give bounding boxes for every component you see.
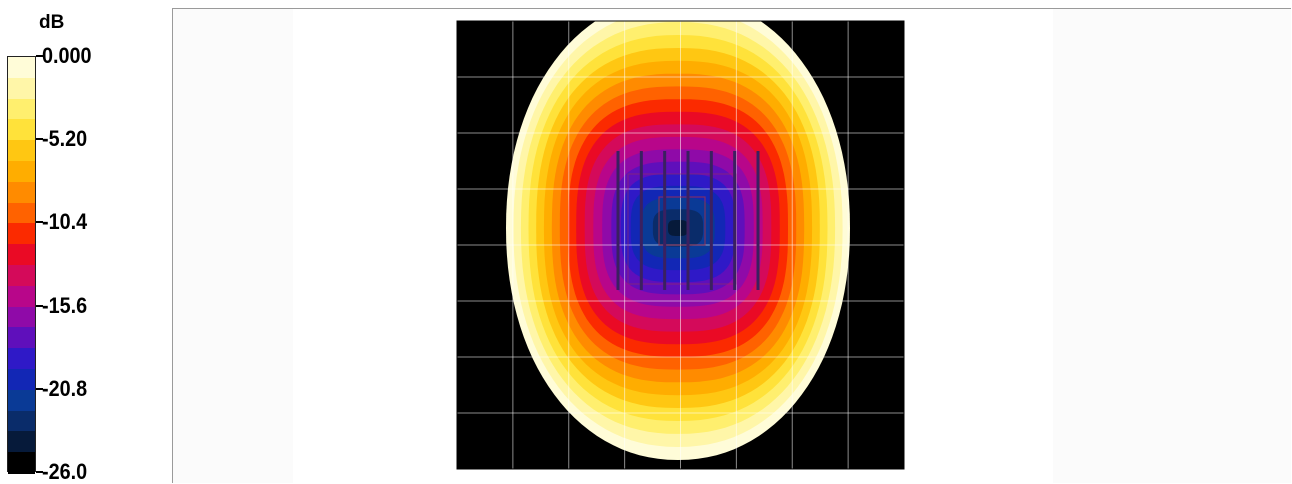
colorbar-swatch	[8, 410, 35, 432]
colorbar-swatch	[8, 306, 35, 328]
colorbar-swatch	[8, 202, 35, 224]
colorbar-swatch	[8, 265, 35, 287]
colorbar-tick-mark	[36, 138, 43, 141]
colorbar-swatch	[8, 244, 35, 266]
colorbar-tick-mark	[36, 55, 43, 57]
plot-panel	[172, 8, 1291, 483]
colorbar-swatch	[8, 140, 35, 162]
colorbar-tick-label: 0.000	[42, 43, 92, 68]
colorbar-tick-label: -15.6	[42, 292, 88, 318]
colorbar-tick-mark	[36, 221, 43, 224]
colorbar-tick-mark	[36, 471, 43, 473]
plot-border	[456, 20, 905, 470]
colorbar-tick-mark	[36, 387, 43, 390]
colorbar-swatch	[8, 181, 35, 204]
overlay-inner-box	[658, 196, 706, 246]
colorbar-swatch	[8, 161, 35, 183]
colorbar-swatch	[8, 98, 35, 120]
colorbar-swatch	[8, 77, 35, 100]
colorbar-tick-label: -5.20	[42, 126, 88, 152]
colorbar-swatch	[8, 223, 35, 245]
colorbar-unit-label: dB	[39, 12, 65, 33]
heatmap-plot	[293, 9, 1053, 483]
colorbar-swatch	[8, 57, 35, 79]
colorbar-tick-mark	[36, 304, 43, 307]
colorbar-tick-label: -10.4	[42, 209, 88, 235]
colorbar-swatch	[8, 285, 35, 308]
colorbar-swatch	[8, 369, 35, 391]
colorbar-swatch	[8, 327, 35, 349]
colorbar-legend: dB 0.000 -5.20 -10.4 -15.6 -20.8 -26.0	[0, 0, 170, 484]
contour-band	[668, 220, 688, 236]
colorbar-swatch	[8, 452, 35, 474]
colorbar-tick-label: -26.0	[42, 459, 88, 484]
colorbar-swatch	[8, 389, 35, 412]
colorbar-swatch	[8, 119, 35, 141]
colorbar-swatch	[8, 348, 35, 370]
colorbar-tick-label: -20.8	[42, 375, 88, 401]
colorbar-swatch	[8, 431, 35, 453]
overlay-structure	[616, 151, 760, 290]
colorbar-gradient	[7, 56, 36, 474]
